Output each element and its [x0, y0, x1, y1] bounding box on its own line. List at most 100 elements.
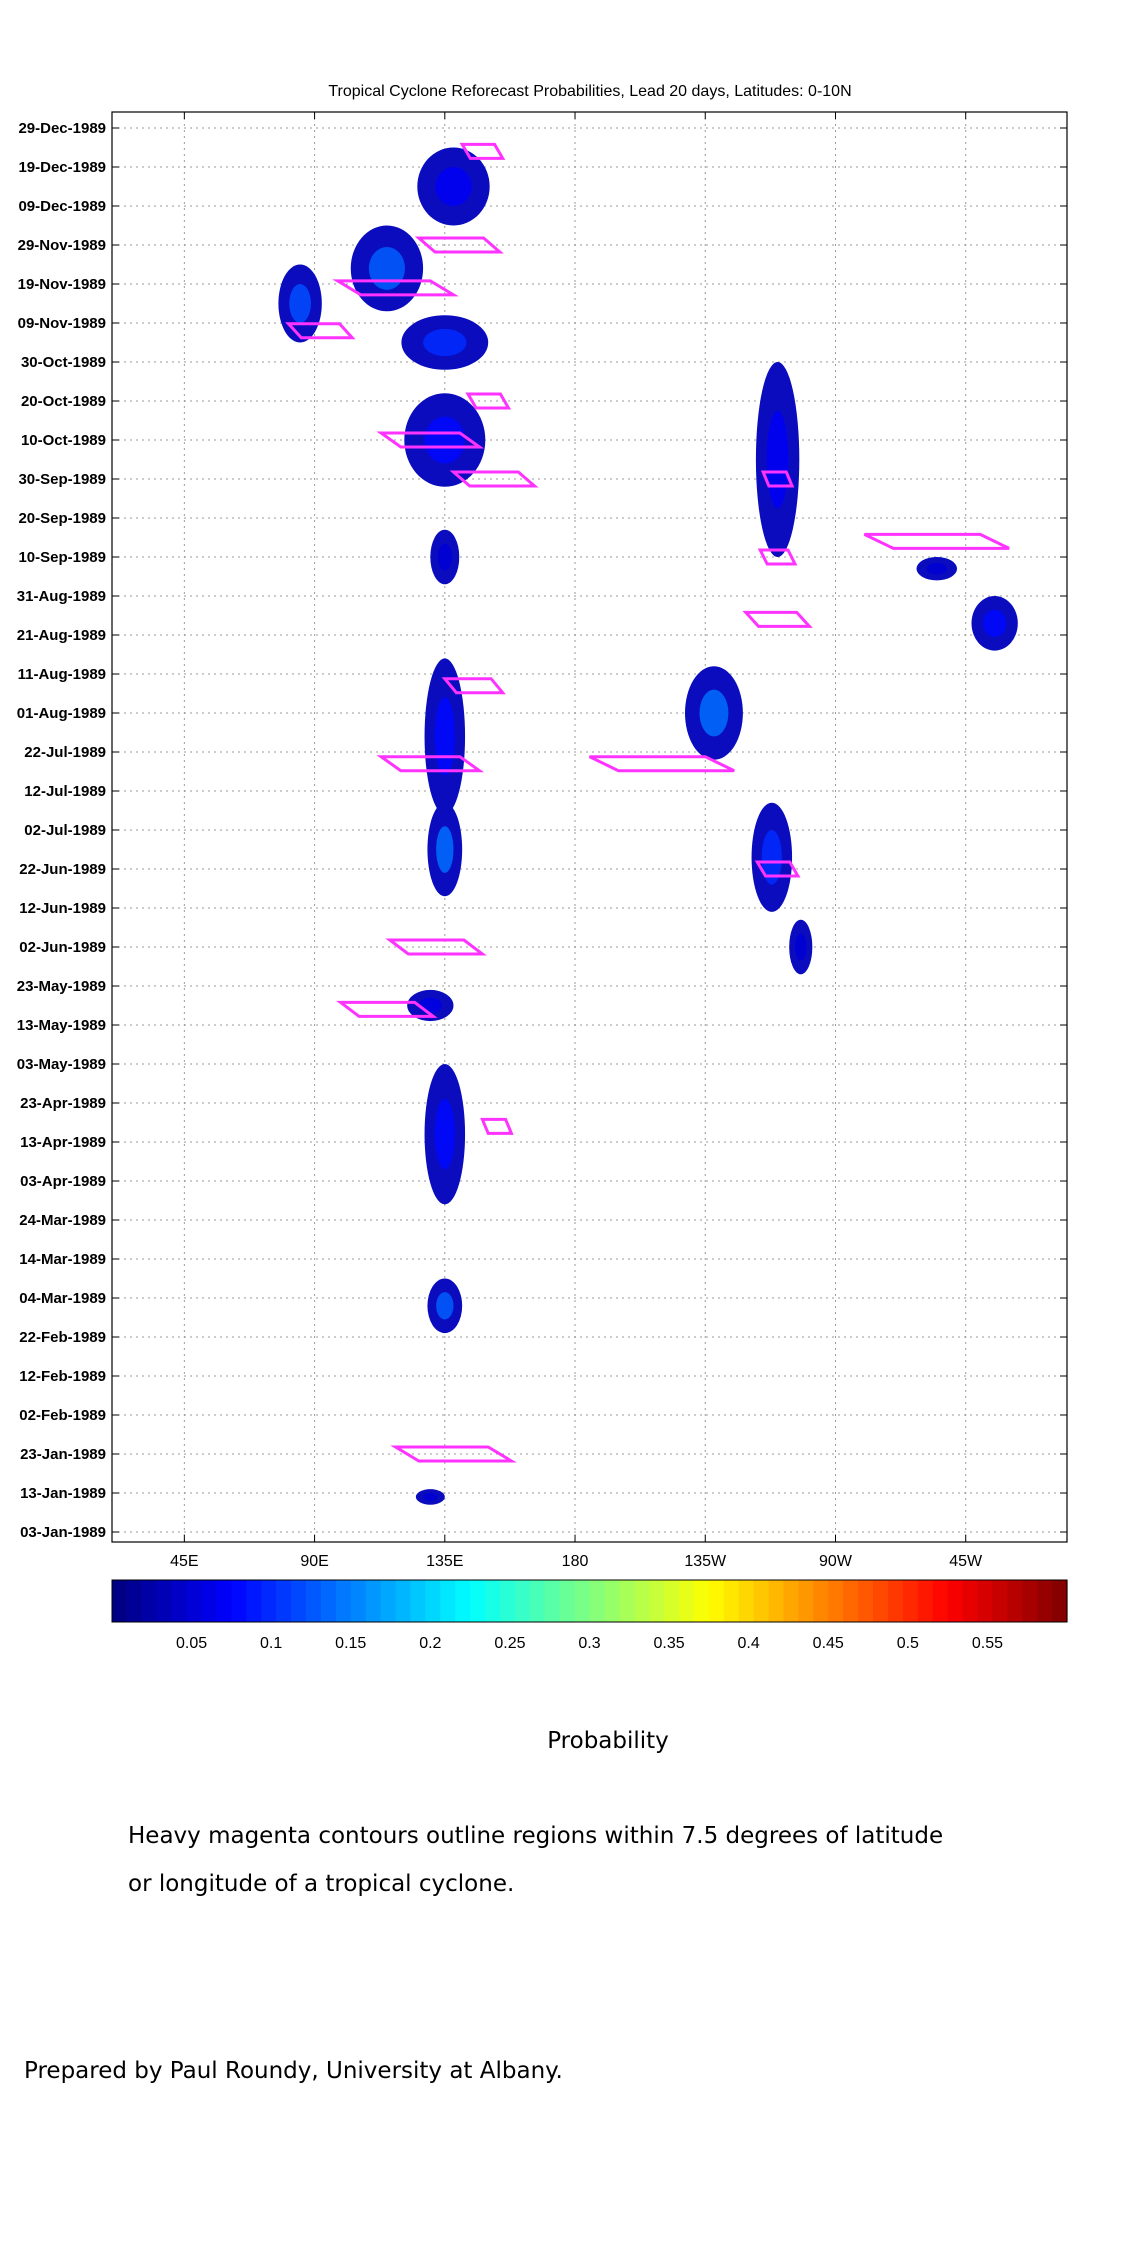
x-tick-label: 45W — [949, 1553, 983, 1570]
y-tick-label: 10-Sep-1989 — [18, 549, 106, 566]
y-tick-label: 11-Aug-1989 — [18, 666, 106, 683]
y-tick-label: 12-Jun-1989 — [19, 900, 106, 917]
cyclone-contour — [760, 470, 795, 488]
y-tick-label: 12-Jul-1989 — [24, 783, 106, 800]
colorbar-cell — [992, 1580, 1008, 1622]
y-tick-label: 09-Dec-1989 — [18, 198, 106, 215]
cyclone-contour — [376, 431, 485, 449]
y-tick-label: 23-May-1989 — [17, 978, 106, 995]
y-tick-label: 22-Feb-1989 — [19, 1329, 106, 1346]
cyclone-contour — [385, 938, 487, 956]
y-tick-label: 22-Jun-1989 — [19, 861, 106, 878]
plot-area — [111, 111, 1068, 1543]
probability-peak — [794, 933, 807, 961]
colorbar-cell — [783, 1580, 800, 1622]
y-tick-label: 01-Aug-1989 — [17, 705, 106, 722]
colorbar-cell — [634, 1580, 650, 1622]
y-tick-label: 14-Mar-1989 — [19, 1251, 106, 1268]
colorbar: 0.05 0.1 0.15 0.2 0.25 0.3 0.35 0.4 0.45 0.5 0.55 — [111, 1579, 1068, 1652]
colorbar-tick-label: 0.55 — [972, 1635, 1003, 1652]
colorbar-cell — [604, 1580, 620, 1622]
y-tick-label: 12-Feb-1989 — [19, 1368, 106, 1385]
x-tick-label: 90E — [300, 1553, 328, 1570]
cyclone-contour — [863, 532, 1010, 550]
y-tick-label: 29-Nov-1989 — [18, 237, 106, 254]
y-tick-label: 02-Feb-1989 — [19, 1407, 106, 1424]
cyclone-contour — [285, 322, 356, 340]
colorbar-cell — [440, 1580, 456, 1622]
colorbar-tick-label: 0.5 — [897, 1635, 919, 1652]
probability-peak — [436, 1292, 454, 1320]
probability-regions — [278, 147, 1018, 1505]
y-tick-label: 30-Sep-1989 — [18, 471, 106, 488]
colorbar-tick-label: 0.2 — [419, 1635, 441, 1652]
colorbar-tick-label: 0.45 — [813, 1635, 844, 1652]
colorbar-cell — [738, 1580, 755, 1622]
y-tick-label: 13-Apr-1989 — [20, 1134, 106, 1151]
probability-peak — [368, 246, 406, 290]
y-tick-label: 02-Jun-1989 — [19, 939, 106, 956]
cyclone-contour — [459, 142, 506, 160]
x-tick-label: 180 — [562, 1553, 589, 1570]
colorbar-cell — [962, 1580, 979, 1622]
probability-peak — [761, 830, 782, 885]
colorbar-cell — [1022, 1580, 1038, 1622]
caption-line: or longitude of a tropical cyclone. — [128, 1871, 515, 1897]
probability-peak — [435, 167, 472, 206]
cyclone-contour — [757, 548, 798, 566]
colorbar-cell — [559, 1580, 576, 1622]
caption: Heavy magenta contours outline regions w… — [128, 1812, 1028, 1908]
y-tick-label: 19-Dec-1989 — [18, 159, 106, 176]
y-tick-label: 13-May-1989 — [17, 1017, 106, 1034]
colorbar-cell — [141, 1580, 158, 1622]
y-tick-label: 09-Nov-1989 — [18, 315, 106, 332]
colorbar-cell — [828, 1580, 844, 1622]
colorbar-cell — [708, 1580, 725, 1622]
probability-peak — [289, 284, 311, 323]
colorbar-cell — [470, 1580, 486, 1622]
colorbar-tick-label: 0.3 — [578, 1635, 600, 1652]
y-tick-label: 03-Apr-1989 — [20, 1173, 106, 1190]
cyclone-contour — [332, 279, 459, 297]
colorbar-cell — [723, 1580, 740, 1622]
cyclone-contour — [390, 1445, 517, 1463]
colorbar-cell — [917, 1580, 934, 1622]
cyclone-contour — [441, 677, 506, 695]
colorbar-cell — [977, 1580, 993, 1622]
colorbar-tick-label: 0.4 — [738, 1635, 760, 1652]
cyclone-contour — [336, 1000, 438, 1018]
y-tick-label: 23-Jan-1989 — [20, 1446, 106, 1463]
colorbar-cell — [693, 1580, 710, 1622]
colorbar-cell — [574, 1580, 591, 1622]
colorbar-tick-label: 0.05 — [176, 1635, 207, 1652]
colorbar-cell — [1052, 1580, 1068, 1622]
colorbar-cell — [932, 1580, 949, 1622]
colorbar-label: Probability — [547, 1728, 669, 1754]
cyclone-contour — [449, 470, 539, 488]
x-axis-ticks: 45E 90E 135E 180 135W 90W 45W — [170, 112, 983, 1570]
probability-peak — [436, 826, 454, 873]
colorbar-cell — [305, 1580, 322, 1622]
x-tick-label: 45E — [170, 1553, 198, 1570]
caption-line: Heavy magenta contours outline regions w… — [128, 1823, 944, 1849]
y-tick-label: 23-Apr-1989 — [20, 1095, 106, 1112]
y-tick-label: 13-Jan-1989 — [20, 1485, 106, 1502]
colorbar-tick-label: 0.15 — [335, 1635, 366, 1652]
colorbar-cell — [365, 1580, 382, 1622]
colorbar-cell — [380, 1580, 397, 1622]
colorbar-cell — [395, 1580, 412, 1622]
y-tick-label: 03-May-1989 — [17, 1056, 106, 1073]
cyclone-contour — [754, 860, 801, 878]
colorbar-cell — [499, 1580, 516, 1622]
y-tick-label: 02-Jul-1989 — [24, 822, 106, 839]
cyclone-contour — [465, 392, 512, 410]
credit: Prepared by Paul Roundy, University at A… — [24, 2058, 563, 2084]
colorbar-cell — [873, 1580, 889, 1622]
colorbar-cell — [619, 1580, 635, 1622]
probability-peak — [434, 697, 455, 776]
colorbar-cell — [589, 1580, 606, 1622]
colorbar-cell — [171, 1580, 188, 1622]
probability-peak — [699, 689, 729, 737]
y-tick-label: 30-Oct-1989 — [21, 354, 106, 371]
x-tick-label: 135W — [684, 1553, 727, 1570]
